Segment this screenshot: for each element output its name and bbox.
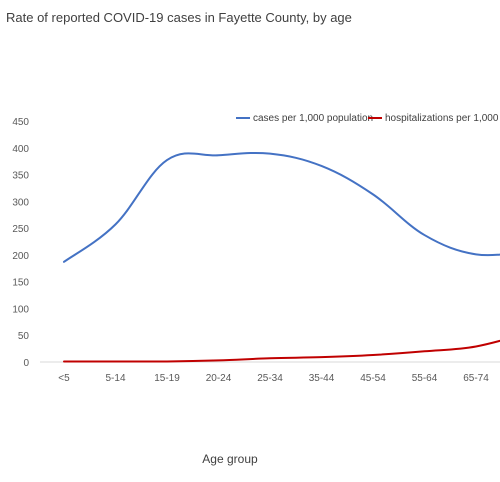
x-axis-ticks: <5 5-14 15-19 20-24 25-34 35-44 45-54 55-64 65-7…: [58, 373, 489, 384]
x-tick-label: 35-44: [309, 373, 335, 384]
y-tick-label: 200: [12, 251, 29, 262]
x-tick-label: 5-14: [105, 373, 125, 384]
y-tick-label: 100: [12, 304, 29, 315]
series-lines: [63, 151, 500, 363]
x-tick-label: 65-74: [463, 373, 489, 384]
chart-title: Rate of reported COVID-19 cases in Fayet…: [6, 10, 352, 25]
x-tick-label: 25-34: [257, 373, 283, 384]
y-tick-label: 150: [12, 278, 29, 289]
series-line-1: [63, 151, 500, 263]
y-tick-label: 400: [12, 144, 29, 155]
y-tick-label: 0: [23, 358, 29, 369]
y-tick-label: 350: [12, 171, 29, 182]
y-tick-label: 250: [12, 224, 29, 235]
y-axis-ticks: 0 50 100 150 200 250 300 350 400 450: [12, 117, 29, 369]
legend: cases per 1,000 population hospitalizatio…: [236, 113, 499, 124]
legend-label: hospitalizations per 1,000: [385, 113, 499, 124]
x-tick-label: <5: [58, 373, 70, 384]
x-tick-label: 20-24: [206, 373, 232, 384]
x-tick-label: 45-54: [360, 373, 386, 384]
series-line-2: [63, 339, 500, 363]
x-tick-label: 15-19: [154, 373, 180, 384]
legend-label: cases per 1,000 population: [253, 113, 373, 124]
y-tick-label: 450: [12, 117, 29, 128]
x-tick-label: 55-64: [412, 373, 438, 384]
y-tick-label: 300: [12, 197, 29, 208]
y-tick-label: 50: [18, 331, 30, 342]
x-axis-label: Age group: [202, 452, 258, 466]
